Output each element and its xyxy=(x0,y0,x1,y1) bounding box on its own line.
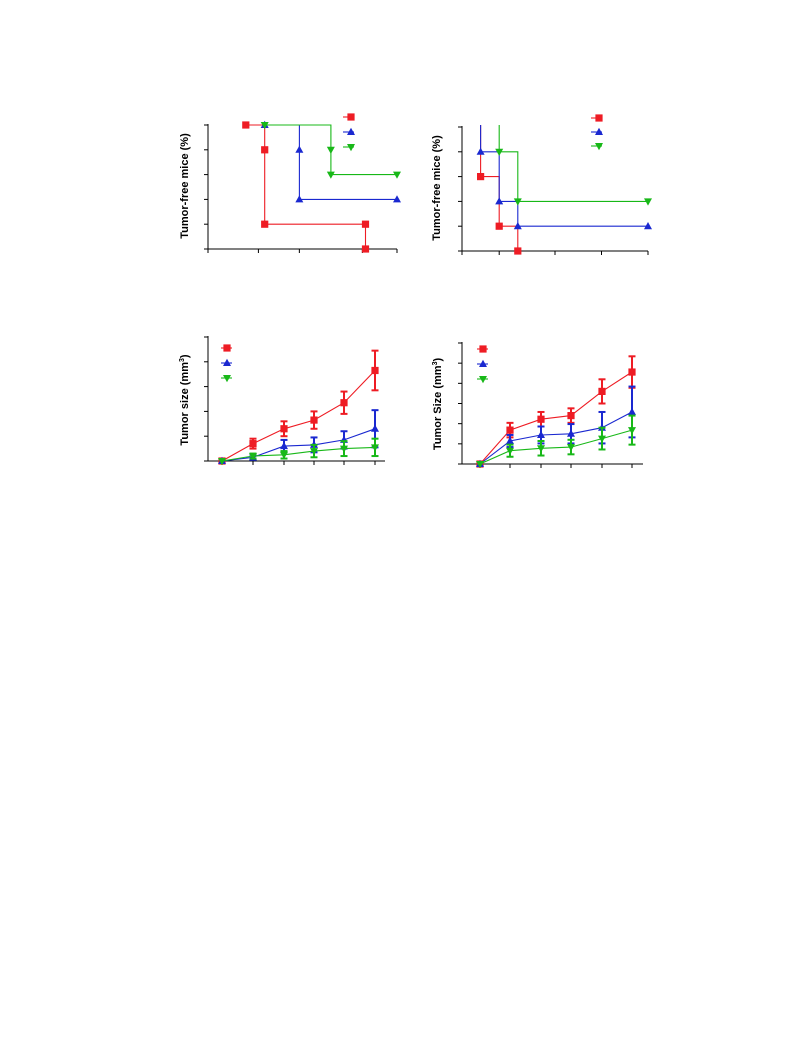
y-axis-label: Tumor Size (mm3) xyxy=(432,358,444,451)
legend-marker xyxy=(479,359,487,367)
data-point xyxy=(644,198,652,206)
y-axis-label-superscript: 3 xyxy=(432,361,439,365)
series-1 xyxy=(218,349,379,465)
chart-panel-4: Tumor Size (mm3) xyxy=(432,342,643,469)
data-point xyxy=(310,448,318,456)
y-axis-label-text: Tumor size (mm xyxy=(179,362,191,446)
series-line xyxy=(479,411,633,465)
data-point xyxy=(295,145,304,153)
data-point xyxy=(537,430,545,438)
series-line xyxy=(480,125,648,227)
data-point xyxy=(280,451,288,459)
data-point xyxy=(537,445,545,453)
series-3 xyxy=(218,437,379,466)
data-point xyxy=(506,447,514,455)
data-point xyxy=(476,461,484,469)
data-point xyxy=(340,445,348,453)
data-point xyxy=(326,171,335,179)
series-line xyxy=(479,429,633,465)
series-3 xyxy=(495,125,652,206)
legend xyxy=(343,113,355,152)
legend-marker xyxy=(347,113,355,121)
data-point xyxy=(361,245,370,253)
data-point xyxy=(249,453,257,461)
legend-marker xyxy=(347,127,355,135)
chart-panel-1: Tumor-free mice (%) xyxy=(179,113,401,253)
chart-panel-3: Tumor size (mm3) xyxy=(179,336,385,466)
data-point xyxy=(567,444,575,452)
data-point xyxy=(628,407,636,415)
data-point xyxy=(261,146,269,154)
y-axis-label-end: ) xyxy=(179,354,191,358)
legend-marker xyxy=(223,375,231,383)
legend-marker xyxy=(595,127,603,135)
data-point xyxy=(514,247,522,255)
legend-marker xyxy=(479,376,487,384)
legend-marker xyxy=(479,345,487,353)
data-point xyxy=(506,426,514,434)
data-point xyxy=(567,412,575,420)
data-point xyxy=(340,399,348,407)
y-axis-label: Tumor size (mm3) xyxy=(179,354,191,445)
chart-panel-2: Tumor-free mice (%) xyxy=(431,114,652,255)
legend xyxy=(477,345,488,384)
data-point xyxy=(310,416,318,424)
legend xyxy=(591,114,603,151)
data-point xyxy=(567,429,575,437)
data-point xyxy=(644,222,652,230)
legend-marker xyxy=(347,144,355,152)
y-axis-label-text: Tumor Size (mm xyxy=(432,365,444,450)
series-line xyxy=(221,428,376,462)
data-point xyxy=(249,440,257,448)
data-point xyxy=(361,220,370,228)
series-3 xyxy=(260,122,401,179)
data-point xyxy=(280,441,288,450)
data-point xyxy=(598,435,606,443)
data-point xyxy=(326,146,335,154)
series-line xyxy=(221,370,376,462)
data-point xyxy=(280,425,288,433)
legend-marker xyxy=(223,344,231,352)
data-point xyxy=(628,427,636,435)
data-point xyxy=(477,173,485,181)
data-point xyxy=(393,171,401,179)
data-point xyxy=(628,368,636,376)
data-point xyxy=(476,147,485,155)
series-line xyxy=(221,446,376,462)
data-point xyxy=(495,197,504,205)
data-point xyxy=(260,122,269,130)
data-point xyxy=(393,195,401,203)
legend-marker xyxy=(223,358,231,366)
data-point xyxy=(506,436,514,445)
data-point xyxy=(371,424,379,432)
series-line xyxy=(498,125,648,202)
data-point xyxy=(513,198,522,206)
data-point xyxy=(218,458,226,466)
data-point xyxy=(371,444,379,452)
legend-marker xyxy=(595,114,603,122)
y-axis-label-superscript: 3 xyxy=(179,358,186,362)
y-axis-label-end: ) xyxy=(432,358,444,362)
legend xyxy=(221,344,232,383)
series-2 xyxy=(218,409,379,464)
y-axis-label: Tumor-free mice (%) xyxy=(179,133,191,239)
data-point xyxy=(295,195,304,203)
data-point xyxy=(537,415,545,423)
data-point xyxy=(513,222,522,230)
data-point xyxy=(495,148,504,156)
series-1 xyxy=(476,355,636,468)
series-1 xyxy=(242,121,370,253)
series-2 xyxy=(476,125,652,230)
data-point xyxy=(598,387,606,395)
data-point xyxy=(495,222,503,230)
data-point xyxy=(242,121,250,129)
series-line xyxy=(479,371,633,465)
series-3 xyxy=(476,414,636,469)
data-point xyxy=(261,220,269,228)
legend-marker xyxy=(595,143,603,151)
series-line xyxy=(245,123,367,249)
y-axis-label: Tumor-free mice (%) xyxy=(431,135,443,241)
data-point xyxy=(371,366,379,375)
